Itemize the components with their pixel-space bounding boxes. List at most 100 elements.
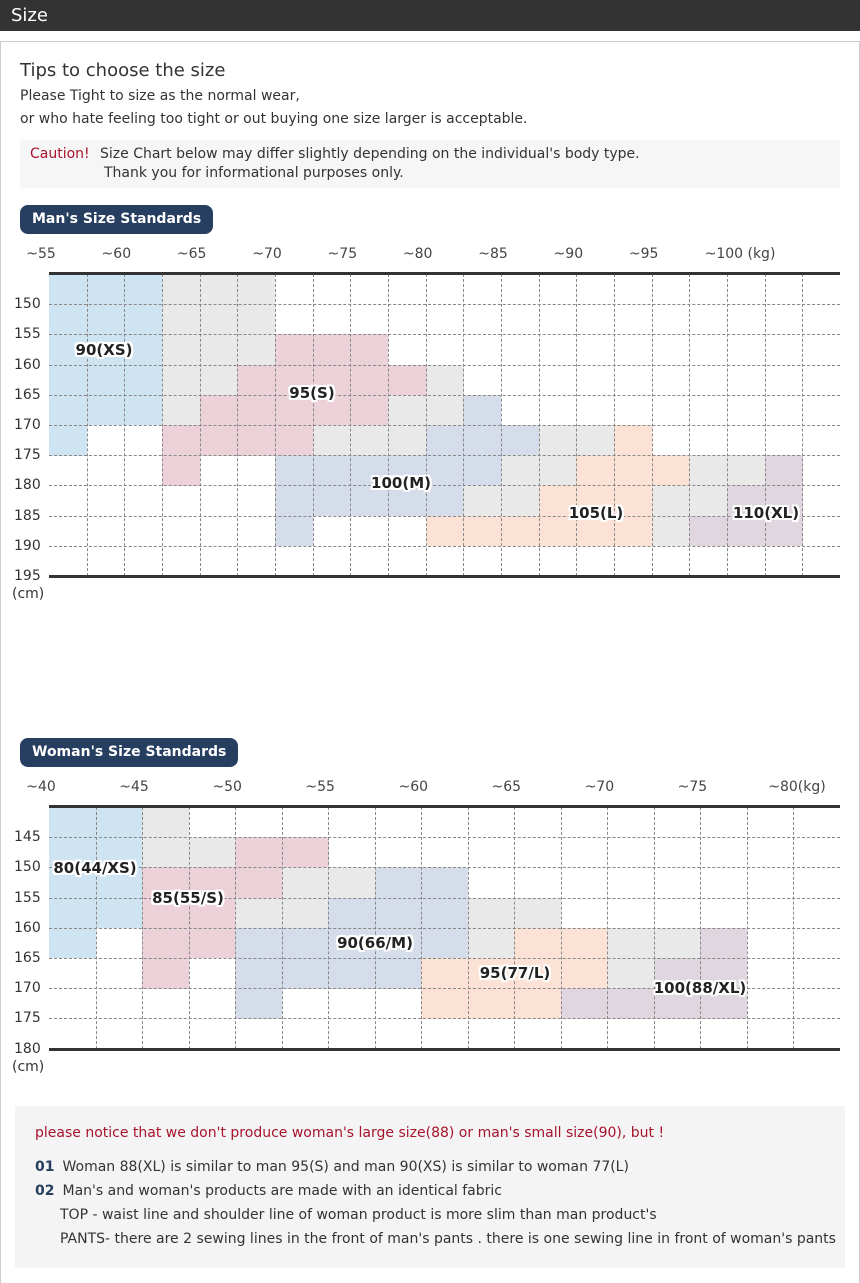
- grid-line-vertical: [275, 274, 276, 576]
- grid-cell-100-m: [425, 425, 464, 456]
- grid-cell-overlap: [467, 927, 515, 959]
- grid-cell-90-xs: [49, 364, 88, 396]
- y-tick-label: 180: [14, 477, 41, 494]
- grid-cell-overlap: [199, 274, 238, 305]
- grid-cell-80-44-xs: [95, 807, 143, 838]
- grid-line-horizontal: [49, 304, 840, 306]
- grid-line-horizontal: [49, 364, 840, 366]
- x-tick-label: ~65: [491, 779, 522, 795]
- grid-cell-95-77-l: [514, 988, 562, 1019]
- grid-cell-110-xl: [764, 485, 803, 517]
- grid-cell-100-88-xl: [607, 988, 655, 1019]
- grid-line-horizontal: [49, 394, 840, 396]
- grid-cell-overlap: [328, 867, 376, 899]
- grid-line-vertical: [653, 807, 655, 1049]
- grid-cell-overlap: [607, 927, 655, 959]
- grid-cell-100-88-xl: [700, 958, 748, 989]
- grid-cell-105-l: [614, 455, 653, 486]
- grid-line-vertical: [421, 807, 423, 1049]
- grid-cell-105-l: [425, 515, 464, 547]
- grid-cell-95-s: [199, 394, 238, 426]
- axis-line-top: [49, 805, 840, 808]
- grid-line-horizontal: [49, 545, 840, 547]
- grid-cell-overlap: [727, 455, 766, 486]
- grid-cell-90-66-m: [374, 867, 422, 899]
- x-tick-label: ~55: [305, 779, 335, 795]
- grid-cell-95-77-l: [514, 958, 562, 989]
- grid-cell-95-77-l: [467, 988, 515, 1019]
- grid-line-vertical: [651, 274, 653, 576]
- grid-cell-overlap: [463, 485, 502, 517]
- tips-heading: Tips to choose the size: [20, 60, 226, 81]
- y-tick-label: 155: [14, 889, 41, 906]
- grid-cell-90-xs: [124, 364, 163, 396]
- grid-cell-95-77-l: [421, 988, 469, 1019]
- x-tick-label: ~80: [402, 246, 433, 262]
- size-label: 90(66/M): [337, 934, 413, 952]
- grid-cell-105-l: [614, 425, 653, 456]
- y-tick-label: 190: [14, 537, 41, 554]
- grid-cell-105-l: [501, 515, 540, 547]
- x-tick-label: ~90: [553, 246, 584, 262]
- grid-cell-85-55-s: [188, 867, 236, 899]
- grid-cell-95-77-l: [421, 958, 469, 989]
- grid-cell-100-m: [463, 394, 502, 426]
- y-tick-label: 175: [14, 1010, 41, 1027]
- grid-cell-overlap: [237, 274, 276, 305]
- grid-line-vertical: [281, 807, 283, 1049]
- grid-cell-110-xl: [727, 485, 766, 517]
- grid-cell-overlap: [312, 425, 351, 456]
- grid-line-horizontal: [49, 1018, 840, 1020]
- grid-cell-100-m: [275, 485, 314, 517]
- grid-line-vertical: [576, 274, 578, 576]
- grid-cell-overlap: [237, 304, 276, 335]
- grid-cell-overlap: [162, 364, 201, 396]
- grid-cell-overlap: [281, 897, 329, 929]
- tips-line-2: or who hate feeling too tight or out buy…: [20, 111, 528, 127]
- grid-cell-overlap: [538, 425, 577, 456]
- tips-line-1: Please Tight to size as the normal wear,: [20, 88, 300, 104]
- size-label: 100(88/XL): [653, 979, 747, 997]
- grid-cell-105-l: [538, 515, 577, 547]
- grid-cell-105-l: [614, 485, 653, 517]
- grid-line-vertical: [237, 274, 239, 576]
- y-axis-unit: (cm): [12, 1059, 45, 1075]
- grid-cell-80-44-xs: [95, 897, 143, 929]
- grid-cell-90-xs: [124, 334, 163, 366]
- grid-cell-85-55-s: [281, 837, 329, 868]
- grid-line-vertical: [199, 274, 201, 576]
- x-tick-label: ~60: [398, 779, 429, 795]
- grid-cell-80-44-xs: [95, 867, 143, 899]
- grid-line-vertical: [467, 807, 469, 1049]
- grid-cell-90-66-m: [328, 958, 376, 989]
- grid-cell-overlap: [350, 425, 389, 456]
- grid-cell-overlap: [162, 274, 201, 305]
- grid-cell-95-s: [350, 334, 389, 366]
- grid-line-vertical: [350, 274, 352, 576]
- grid-cell-95-s: [388, 364, 427, 396]
- grid-cell-90-xs: [49, 394, 88, 426]
- grid-cell-95-77-l: [514, 927, 562, 959]
- grid-cell-80-44-xs: [49, 837, 97, 868]
- grid-cell-100-m: [388, 455, 427, 486]
- grid-cell-90-66-m: [235, 927, 283, 959]
- grid-cell-110-xl: [727, 515, 766, 547]
- grid-line-vertical: [388, 274, 389, 576]
- grid-cell-90-xs: [124, 304, 163, 335]
- grid-line-vertical: [328, 807, 330, 1049]
- grid-cell-90-xs: [86, 364, 125, 396]
- grid-line-vertical: [764, 274, 766, 576]
- grid-cell-105-l: [576, 515, 615, 547]
- grid-cell-90-66-m: [421, 927, 469, 959]
- y-tick-label: 160: [14, 919, 41, 936]
- axis-line-top: [49, 272, 840, 275]
- x-tick-label: ~55: [26, 246, 56, 262]
- grid-line-vertical: [514, 807, 516, 1049]
- grid-cell-105-l: [463, 515, 502, 547]
- grid-cell-80-44-xs: [49, 927, 97, 959]
- grid-cell-105-l: [651, 455, 690, 486]
- grid-cell-overlap: [142, 807, 190, 838]
- y-tick-label: 180: [14, 1040, 41, 1057]
- grid-cell-overlap: [281, 867, 329, 899]
- x-tick-label: ~40: [26, 779, 56, 795]
